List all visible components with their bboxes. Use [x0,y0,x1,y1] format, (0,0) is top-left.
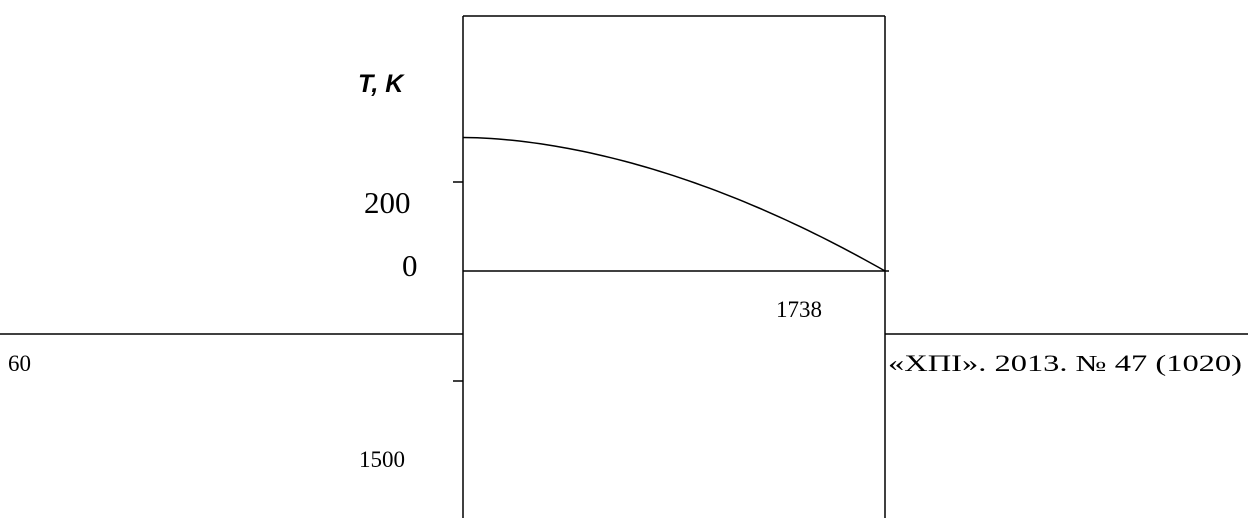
tick-label-200: 200 [364,185,411,220]
y-axis-label: T, K [358,70,405,98]
x-value-label: 1738 [776,297,822,322]
journal-reference: «ХПІ». 2013. № 47 (1020) [888,351,1242,376]
tick-label-0: 0 [402,248,418,283]
page-number: 60 [8,351,31,376]
tick-label-1500: 1500 [359,447,405,472]
temperature-curve [462,136,886,272]
